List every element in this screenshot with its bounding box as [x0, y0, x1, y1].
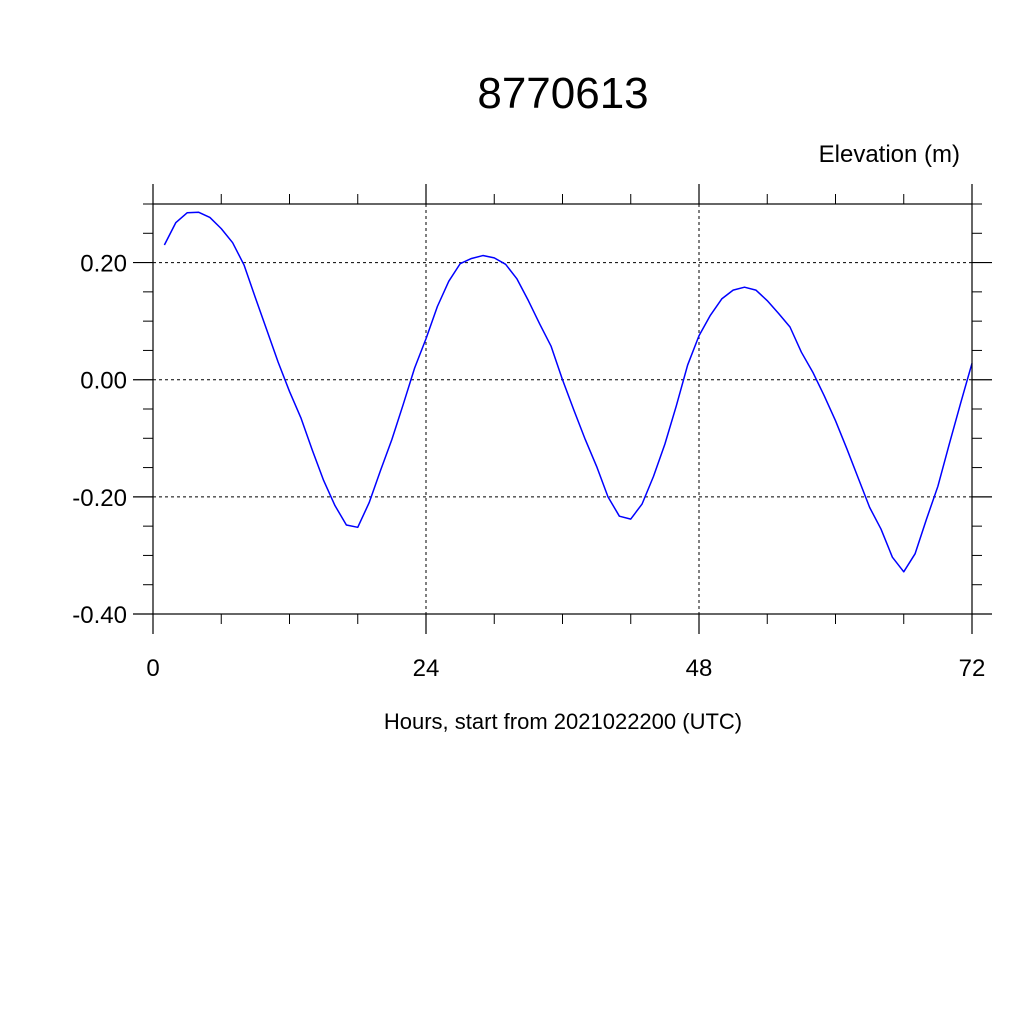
- series-line: [163, 211, 973, 573]
- x-axis-label: Hours, start from 2021022200 (UTC): [384, 709, 742, 734]
- x-tick-label: 48: [686, 655, 713, 682]
- series-layer: [163, 211, 973, 573]
- tick-labels: 0 24 48 72 -0.40 -0.20 0.00 0.20: [72, 251, 985, 682]
- plot-frame: [152, 203, 973, 615]
- y-tick-label: -0.40: [72, 602, 127, 629]
- y-tick-label: 0.20: [80, 251, 127, 278]
- grid-lines: [153, 204, 972, 614]
- y-axis-label: Elevation (m): [819, 141, 960, 168]
- x-tick-label: 72: [959, 655, 986, 682]
- y-tick-label: -0.20: [72, 485, 127, 512]
- chart-title: 8770613: [477, 69, 648, 118]
- axis-ticks: [133, 184, 992, 634]
- x-tick-label: 0: [146, 655, 159, 682]
- y-tick-label: 0.00: [80, 368, 127, 395]
- x-tick-label: 24: [413, 655, 440, 682]
